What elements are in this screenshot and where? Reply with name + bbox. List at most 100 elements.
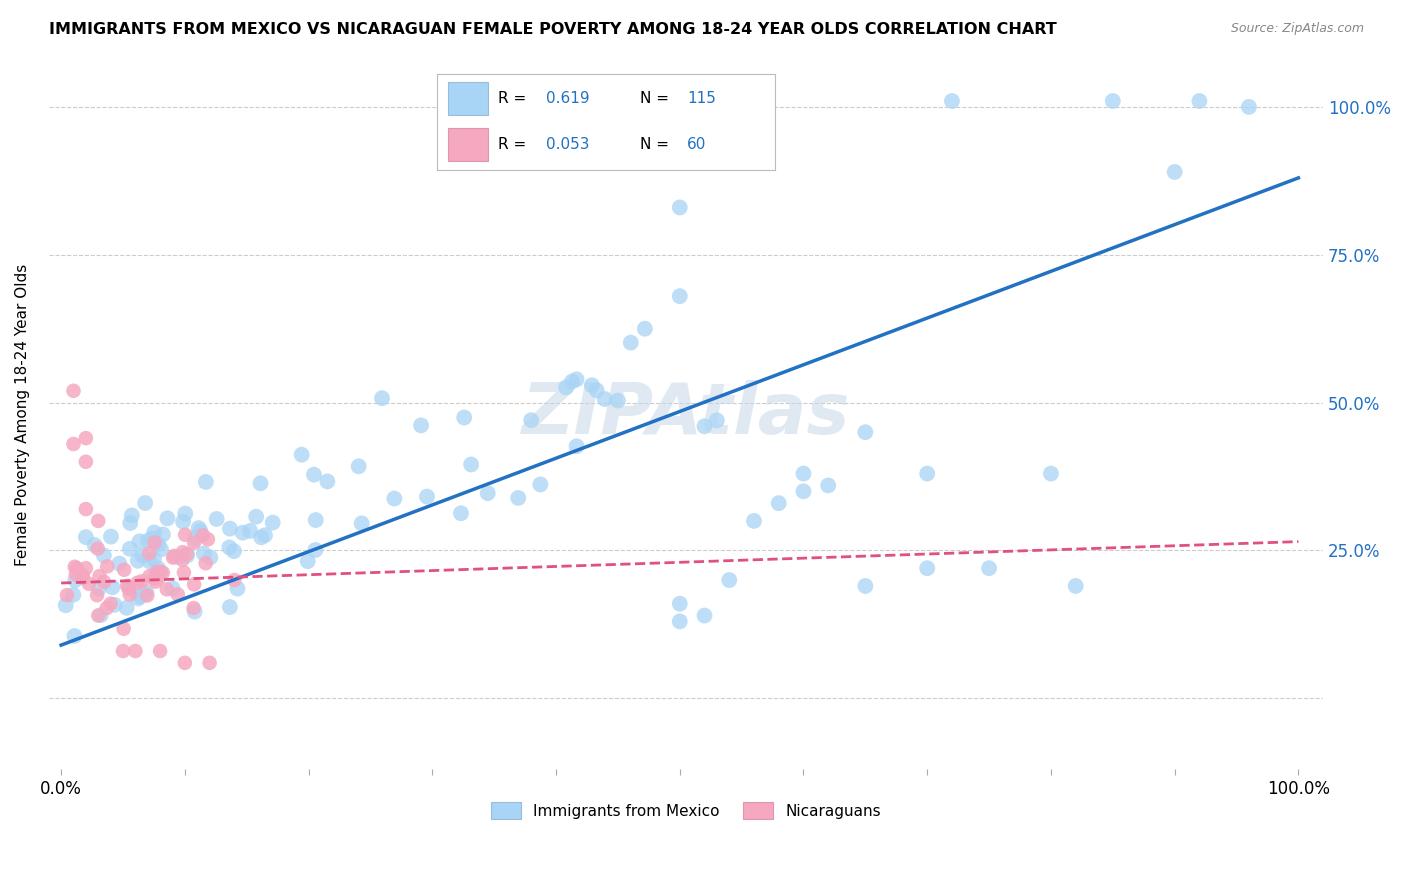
Point: [162, 582, 184, 596]
Point: [183, 605, 205, 619]
Point: [529, 477, 551, 491]
Point: [72, 571, 94, 585]
Point: [145, 574, 167, 589]
Point: [693, 419, 716, 434]
Point: [86, 541, 108, 556]
Point: [222, 544, 245, 558]
Point: [93, 549, 115, 563]
Point: [87, 608, 110, 623]
Point: [262, 516, 284, 530]
Point: [190, 524, 212, 538]
Text: IMMIGRANTS FROM MEXICO VS NICARAGUAN FEMALE POVERTY AMONG 18-24 YEAR OLDS CORREL: IMMIGRANTS FROM MEXICO VS NICARAGUAN FEM…: [49, 22, 1057, 37]
Point: [108, 557, 131, 571]
Point: [382, 491, 405, 506]
Point: [193, 547, 215, 561]
Point: [118, 541, 141, 556]
Point: [297, 554, 319, 568]
Point: [90, 608, 112, 623]
Point: [62, 437, 84, 451]
Point: [96, 601, 118, 615]
Point: [245, 509, 267, 524]
Point: [75, 431, 97, 445]
Point: [718, 573, 741, 587]
Point: [138, 546, 160, 560]
Point: [129, 590, 152, 604]
Point: [66, 561, 89, 575]
Point: [136, 533, 159, 548]
Point: [768, 496, 790, 510]
Point: [101, 580, 124, 594]
Point: [65, 573, 87, 587]
Point: [197, 533, 219, 547]
Point: [156, 582, 179, 597]
Text: ZIPAtlas: ZIPAtlas: [522, 380, 851, 449]
Point: [219, 522, 242, 536]
Point: [138, 569, 160, 583]
Point: [291, 448, 314, 462]
Point: [112, 622, 135, 636]
Point: [89, 582, 111, 596]
Point: [565, 439, 588, 453]
Point: [63, 559, 86, 574]
Point: [668, 597, 690, 611]
Point: [371, 391, 394, 405]
Point: [593, 392, 616, 406]
Point: [134, 496, 156, 510]
Point: [65, 567, 87, 582]
Point: [250, 530, 273, 544]
Point: [172, 545, 194, 559]
Point: [115, 579, 138, 593]
Point: [138, 554, 160, 568]
Point: [634, 322, 657, 336]
Point: [62, 588, 84, 602]
Point: [742, 514, 765, 528]
Point: [350, 516, 373, 531]
Point: [100, 597, 122, 611]
Point: [173, 656, 195, 670]
Point: [152, 527, 174, 541]
Point: [915, 561, 938, 575]
Point: [75, 561, 97, 575]
Point: [134, 587, 156, 601]
Point: [120, 516, 142, 530]
Point: [1039, 467, 1062, 481]
Point: [218, 541, 240, 555]
Point: [62, 384, 84, 398]
Point: [115, 600, 138, 615]
Point: [166, 587, 188, 601]
Point: [87, 514, 110, 528]
Point: [63, 629, 86, 643]
Point: [977, 561, 1000, 575]
Point: [127, 591, 149, 606]
Point: [121, 508, 143, 523]
Point: [853, 579, 876, 593]
Point: [149, 565, 172, 579]
Point: [693, 608, 716, 623]
Point: [668, 201, 690, 215]
Point: [239, 524, 262, 538]
Point: [581, 378, 603, 392]
Point: [104, 598, 127, 612]
Point: [302, 467, 325, 482]
Point: [173, 566, 195, 580]
Point: [143, 572, 166, 586]
Point: [89, 569, 111, 583]
Point: [792, 467, 814, 481]
Point: [111, 644, 134, 658]
Point: [172, 553, 194, 567]
Point: [1237, 100, 1260, 114]
Point: [163, 549, 186, 563]
Point: [176, 549, 198, 563]
Point: [143, 525, 166, 540]
Point: [218, 600, 240, 615]
Point: [555, 380, 578, 394]
Point: [1064, 579, 1087, 593]
Point: [183, 577, 205, 591]
Point: [200, 550, 222, 565]
Point: [146, 561, 169, 575]
Point: [162, 550, 184, 565]
Point: [83, 538, 105, 552]
Point: [817, 478, 839, 492]
Point: [409, 418, 432, 433]
Point: [96, 559, 118, 574]
